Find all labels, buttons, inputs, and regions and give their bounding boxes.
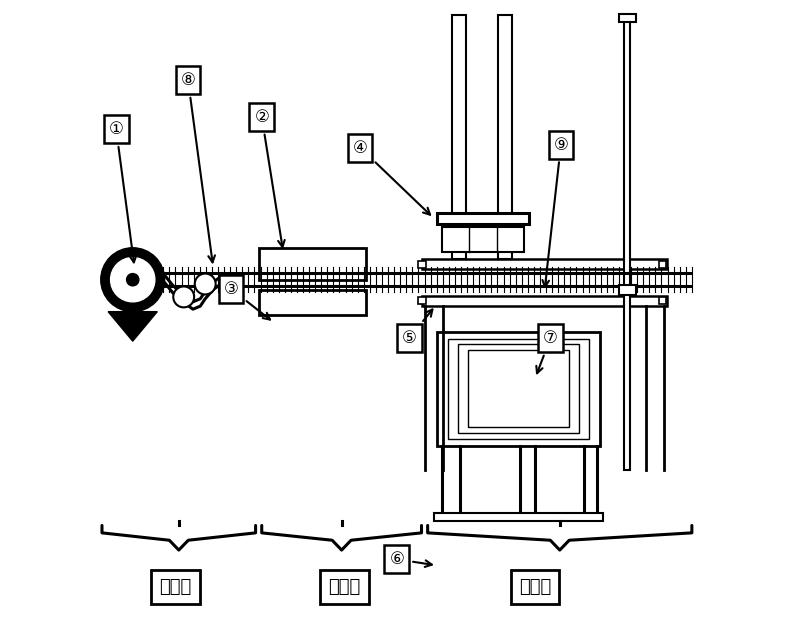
Bar (437, 213, 529, 224)
Bar (658, 297, 666, 304)
Bar (452, 16, 466, 260)
Bar (258, 290, 366, 315)
Bar (448, 339, 589, 439)
Bar (437, 332, 600, 446)
Circle shape (174, 287, 194, 307)
Bar (422, 296, 667, 305)
Bar (418, 297, 426, 304)
Text: 加热区: 加热区 (329, 578, 361, 596)
Bar (422, 260, 667, 269)
Text: ②: ② (254, 108, 285, 247)
Text: ⑧: ⑧ (181, 71, 215, 262)
Bar (442, 228, 524, 252)
Bar (458, 344, 579, 433)
Text: ①: ① (109, 120, 136, 262)
Text: ⑤: ⑤ (402, 310, 433, 347)
Bar (618, 14, 636, 21)
Text: ③: ③ (223, 280, 270, 320)
Circle shape (101, 248, 165, 312)
Text: ⑦: ⑦ (536, 329, 558, 373)
Bar (658, 261, 666, 268)
Text: ④: ④ (353, 139, 430, 214)
Bar (618, 285, 636, 295)
Bar (498, 16, 512, 260)
Circle shape (126, 273, 139, 286)
Bar (624, 16, 630, 470)
Text: ⑥: ⑥ (390, 551, 432, 568)
Bar (258, 248, 366, 280)
Circle shape (194, 273, 216, 295)
Bar (434, 513, 602, 520)
Text: 成型区: 成型区 (519, 578, 551, 596)
Bar (467, 350, 569, 427)
Circle shape (110, 258, 155, 302)
Bar (418, 261, 426, 268)
Text: ⑨: ⑨ (542, 135, 569, 287)
Text: 上料区: 上料区 (159, 578, 192, 596)
Polygon shape (108, 312, 158, 341)
